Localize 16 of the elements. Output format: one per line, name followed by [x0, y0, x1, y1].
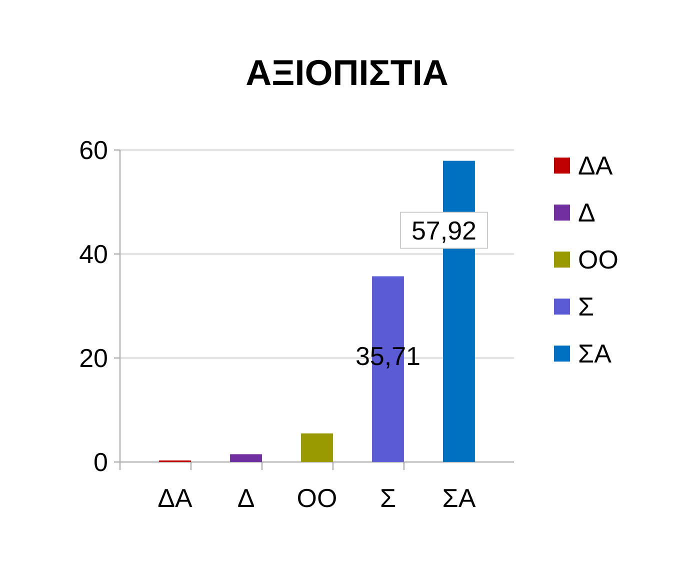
x-tick-label: Δ	[237, 483, 255, 513]
data-label: 57,92	[411, 215, 477, 246]
x-tick-label: ΟΟ	[296, 483, 338, 513]
chart-title: ΑΞΙΟΠΙΣΤΙΑ	[246, 52, 448, 93]
legend-label: Σ	[578, 292, 594, 322]
y-tick-label: 0	[94, 447, 108, 478]
legend-label: ΔΑ	[578, 150, 614, 181]
legend-label: Δ	[578, 198, 596, 228]
x-tick-label: ΣΑ	[442, 483, 476, 513]
x-tick-label: ΔΑ	[158, 483, 194, 513]
y-tick-label: 60	[79, 135, 108, 166]
legend-label: ΣΑ	[578, 338, 612, 369]
x-tick-label: Σ	[380, 483, 396, 513]
legend-label: ΟΟ	[578, 244, 618, 275]
y-tick-label: 40	[79, 239, 108, 270]
y-tick-label: 20	[79, 343, 108, 374]
